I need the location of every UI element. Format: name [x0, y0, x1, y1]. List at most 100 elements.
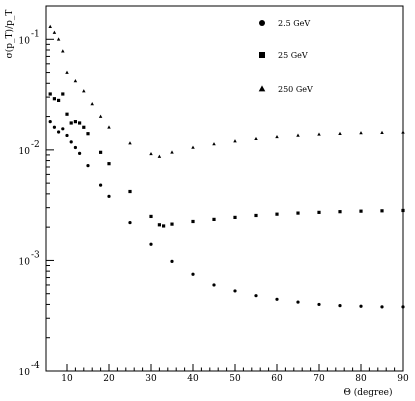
x-tick-label: 70 [313, 374, 325, 384]
data-point [82, 125, 86, 129]
data-point [359, 304, 363, 308]
legend-marker [259, 52, 265, 58]
data-point [233, 139, 237, 143]
data-point [107, 162, 111, 166]
legend-label: 25 GeV [278, 51, 308, 60]
data-point [82, 89, 86, 93]
data-point [52, 30, 57, 34]
data-point [170, 222, 174, 226]
data-point [73, 145, 77, 150]
data-point [128, 220, 132, 225]
y-tick-label: 10 [19, 147, 31, 157]
data-point [99, 183, 103, 187]
data-point [90, 102, 94, 106]
y-axis-title: σ(p_T)/p_T [4, 10, 15, 59]
data-point [380, 305, 384, 309]
data-point [191, 219, 195, 224]
data-point [254, 136, 258, 141]
data-point [317, 210, 321, 214]
y-tick-label-exponent: -1 [31, 29, 40, 39]
x-tick-label: 10 [61, 374, 73, 384]
data-point [296, 211, 300, 215]
data-point [86, 132, 90, 136]
data-point [338, 210, 342, 214]
x-tick-label: 60 [271, 374, 283, 384]
data-point [107, 125, 111, 129]
data-point [65, 70, 69, 74]
data-point [149, 151, 153, 156]
data-point [48, 120, 52, 124]
data-point [107, 194, 111, 198]
y-axis-ticks: 10-110-210-310-4 [19, 5, 54, 378]
data-point [128, 141, 132, 145]
data-point [61, 127, 65, 131]
data-point [401, 305, 405, 309]
data-point [69, 121, 73, 125]
data-point [380, 130, 384, 134]
data-point [73, 120, 77, 124]
data-point [233, 289, 237, 293]
data-point [338, 304, 342, 308]
y-tick-label-exponent: -3 [31, 250, 40, 260]
data-point [48, 24, 52, 28]
legend-label: 250 GeV [278, 85, 313, 94]
series-square [48, 92, 405, 228]
data-point [69, 140, 73, 144]
data-point [78, 151, 82, 155]
data-point [254, 213, 258, 218]
legend: 2.5 GeV 25 GeV 250 GeV [258, 19, 313, 94]
x-tick-label: 30 [145, 374, 157, 384]
data-point [61, 49, 65, 53]
x-tick-label: 90 [397, 374, 409, 384]
data-point [149, 214, 153, 219]
data-point [149, 242, 153, 246]
data-point [170, 259, 174, 263]
data-point [191, 272, 195, 276]
legend-marker [258, 85, 266, 92]
data-point [233, 215, 237, 219]
data-point [57, 130, 61, 134]
data-point [98, 114, 103, 118]
data-point [275, 212, 279, 216]
data-point [359, 131, 363, 135]
data-point [338, 131, 342, 135]
data-point [170, 150, 174, 154]
y-tick-label-exponent: -4 [31, 361, 40, 371]
data-point [65, 133, 69, 138]
data-point [275, 134, 279, 139]
x-axis-title: Θ (degree) [343, 387, 392, 398]
data-point [191, 145, 195, 149]
data-point [56, 37, 61, 41]
data-point [296, 133, 300, 137]
y-tick-label: 10 [19, 257, 31, 267]
data-point [401, 208, 405, 213]
x-tick-label: 20 [103, 374, 115, 384]
data-point [254, 294, 258, 298]
data-point [212, 283, 216, 287]
x-axis-ticks: 10 20 30 40 50 60 70 80 90 [61, 364, 409, 384]
data-point [128, 189, 132, 194]
data-point [359, 209, 363, 213]
y-tick-label-exponent: -2 [31, 140, 40, 150]
data-point [61, 92, 65, 96]
data-point [78, 121, 82, 125]
data-point [212, 142, 216, 146]
data-point [162, 224, 166, 228]
y-tick-label: 10 [19, 368, 31, 378]
series-circle [48, 120, 405, 309]
data-point [296, 300, 300, 304]
data-point [212, 217, 216, 221]
series-layer [48, 24, 405, 309]
data-point [157, 154, 162, 158]
series-triangle [48, 24, 405, 158]
data-point [48, 92, 52, 96]
data-point [401, 130, 405, 134]
data-point [317, 132, 321, 136]
y-tick-label: 10 [19, 36, 31, 46]
legend-label: 2.5 GeV [278, 19, 310, 28]
data-point [52, 125, 57, 129]
x-tick-label: 50 [229, 374, 241, 384]
plot-frame [45, 5, 404, 372]
data-point [99, 150, 103, 154]
